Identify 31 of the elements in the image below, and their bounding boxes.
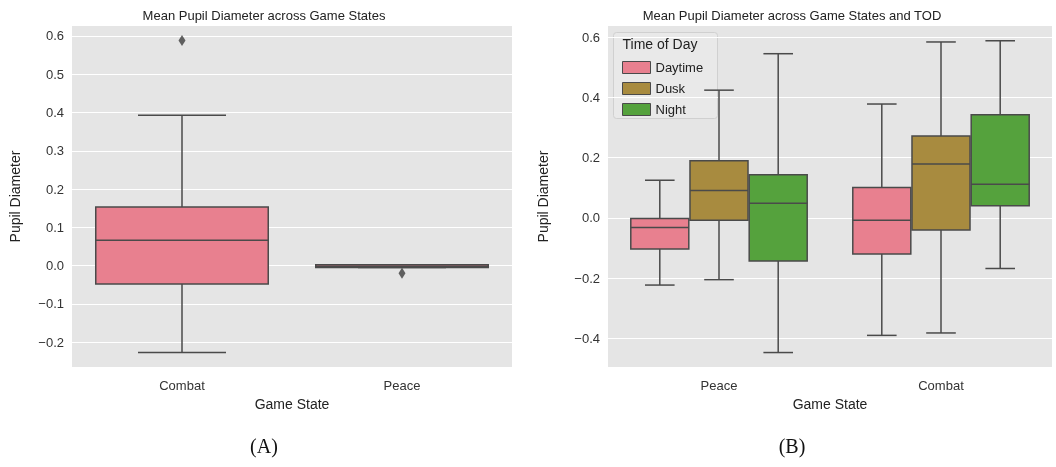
y-tick-label: 0.1 (45, 219, 64, 235)
chart-title: Mean Pupil Diameter across Game States and TOD (642, 8, 942, 23)
chart-title: Mean Pupil Diameter across Game States (142, 8, 386, 23)
y-tick-label: 0.3 (45, 143, 64, 159)
legend-title: Time of Day (622, 35, 698, 52)
legend-label: Night (655, 102, 687, 117)
legend-label: Daytime (655, 60, 704, 75)
y-tick-label: −0.2 (574, 270, 600, 286)
y-tick-label: −0.2 (38, 334, 64, 350)
x-axis-title: Game State (792, 396, 868, 412)
x-tick-label: Peace (383, 378, 421, 393)
y-tick-label: −0.4 (574, 330, 600, 346)
y-tick-label: 0.0 (45, 258, 64, 274)
text: (B) (778, 435, 806, 458)
y-tick-label: 0.6 (45, 28, 64, 44)
y-tick-label: 0.6 (581, 29, 600, 45)
y-axis-title: Pupil Diameter (535, 150, 551, 243)
x-tick-label: Peace (700, 378, 738, 393)
y-tick-label: 0.4 (45, 104, 64, 120)
text: (A) (250, 435, 278, 458)
y-tick-label: 0.4 (581, 89, 600, 105)
x-tick-label: Combat (159, 378, 206, 393)
y-tick-label: 0.0 (581, 210, 600, 226)
x-tick-label: Combat (918, 378, 965, 393)
y-axis-title: Pupil Diameter (7, 150, 23, 243)
legend-label: Dusk (655, 81, 686, 96)
y-tick-label: 0.2 (45, 181, 64, 197)
x-axis-title: Game State (254, 396, 330, 412)
y-tick-label: −0.1 (38, 296, 64, 312)
y-tick-label: 0.5 (45, 66, 64, 82)
y-tick-label: 0.2 (581, 150, 600, 166)
